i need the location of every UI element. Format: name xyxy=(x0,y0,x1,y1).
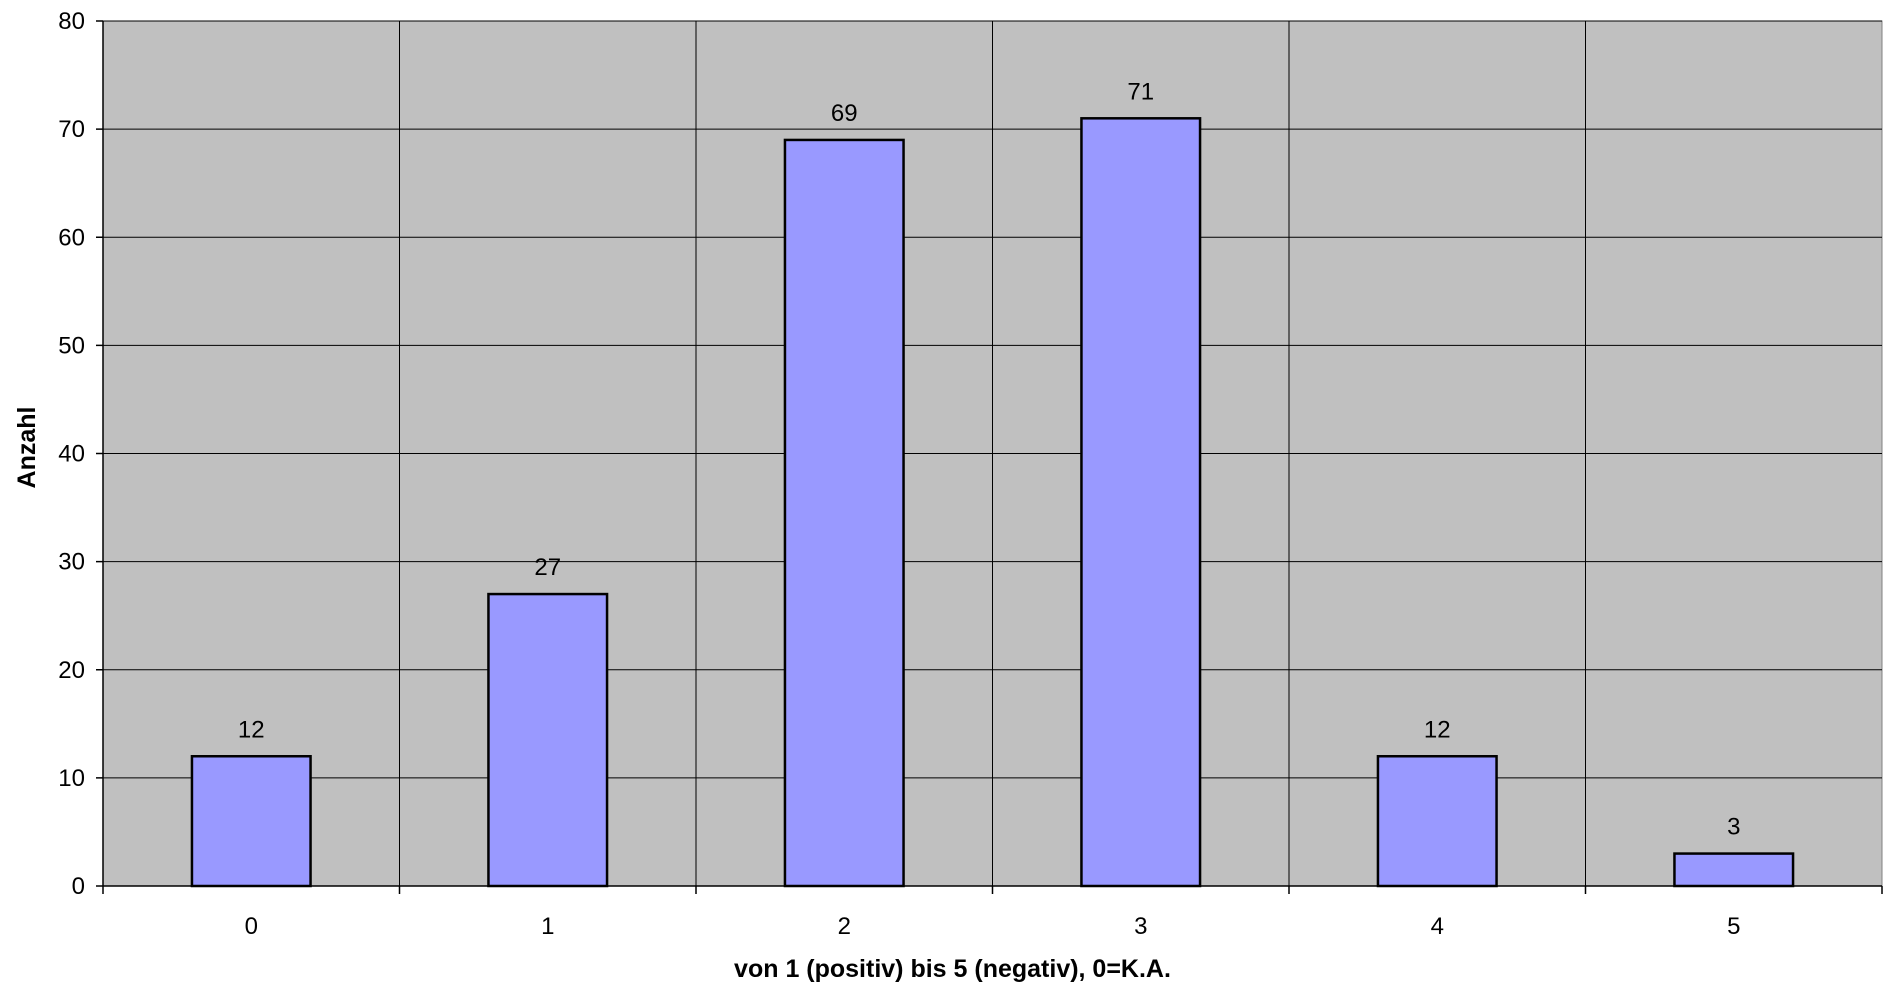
y-axis-title: Anzahl xyxy=(13,407,41,489)
y-tick-label: 0 xyxy=(72,873,85,900)
x-tick-label: 3 xyxy=(1134,913,1147,940)
bar xyxy=(783,138,905,888)
x-tick-label: 1 xyxy=(541,913,554,940)
bars xyxy=(190,117,1795,888)
bar xyxy=(190,755,312,888)
y-tick-label: 10 xyxy=(58,765,85,792)
x-tick-label: 5 xyxy=(1727,913,1740,940)
y-tick-label: 20 xyxy=(58,657,85,684)
bar xyxy=(1376,755,1498,888)
data-label: 69 xyxy=(831,100,858,127)
y-tick-label: 40 xyxy=(58,441,85,468)
bar xyxy=(487,592,609,888)
data-label: 27 xyxy=(534,554,561,581)
bar xyxy=(1673,852,1795,888)
gridlines xyxy=(103,20,1882,886)
y-tick-label: 50 xyxy=(58,332,85,359)
data-label: 71 xyxy=(1127,78,1154,105)
y-tick-label: 60 xyxy=(58,224,85,251)
data-labels: 12 27 69 71 12 3 xyxy=(238,78,1741,840)
y-tick-label: 80 xyxy=(58,8,85,35)
y-tick-label: 30 xyxy=(58,549,85,576)
x-tick-label: 0 xyxy=(245,913,258,940)
data-label: 12 xyxy=(1424,716,1451,743)
data-label: 3 xyxy=(1727,814,1740,841)
x-tick-label: 4 xyxy=(1431,913,1444,940)
x-tick-label: 2 xyxy=(838,913,851,940)
data-label: 12 xyxy=(238,716,265,743)
x-axis-title: von 1 (positiv) bis 5 (negativ), 0=K.A. xyxy=(734,955,1171,983)
y-tick-label: 70 xyxy=(58,116,85,143)
bar xyxy=(1080,117,1202,888)
